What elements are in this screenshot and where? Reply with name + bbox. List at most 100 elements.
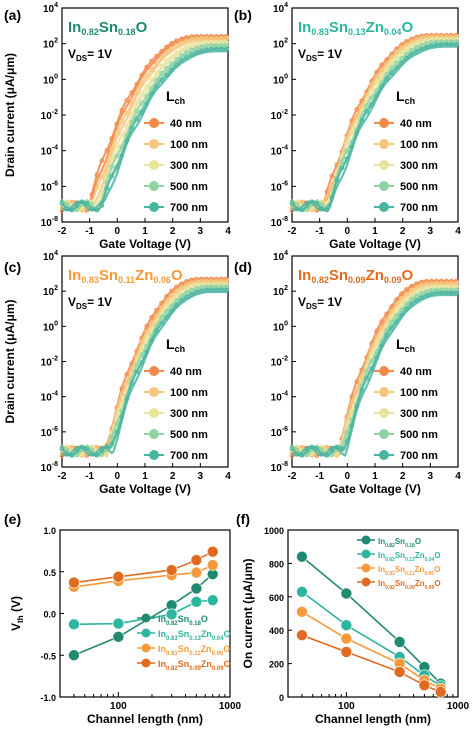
data-point <box>204 47 209 53</box>
y-tick-label: 10-2 <box>41 109 58 122</box>
data-point <box>418 679 431 692</box>
data-point <box>334 444 340 450</box>
data-point <box>354 113 360 119</box>
data-point <box>434 39 439 45</box>
data-point <box>114 165 120 170</box>
data-point <box>379 343 384 349</box>
data-point <box>104 148 110 153</box>
formula-subscript: 0.83 <box>311 27 329 37</box>
legend-marker <box>379 387 389 397</box>
data-point <box>149 315 154 320</box>
y-tick-base: 10 <box>271 463 283 474</box>
data-point <box>304 203 310 208</box>
data-point <box>419 279 424 285</box>
data-point <box>349 400 355 405</box>
data-point <box>444 284 449 289</box>
data-point <box>204 287 209 293</box>
y-tick-label: 800 <box>269 559 284 569</box>
data-point <box>384 328 389 333</box>
data-point <box>184 55 189 60</box>
vds-sub: DS <box>76 302 88 311</box>
data-point <box>206 559 219 571</box>
y-tick-exponent: 4 <box>54 2 58 9</box>
data-point <box>409 287 414 293</box>
data-point <box>344 430 350 435</box>
data-point <box>134 362 139 368</box>
formula-subscript: 0.83 <box>166 636 178 642</box>
formula-subscript: 0.18 <box>189 621 201 627</box>
data-point <box>384 61 389 67</box>
vds-v: V <box>298 295 306 309</box>
data-point <box>209 46 214 52</box>
data-point <box>206 545 219 558</box>
data-point <box>309 199 315 204</box>
legend-entry: In0.83Sn0.13Zn0.04O <box>158 629 231 642</box>
data-point <box>69 452 75 458</box>
legend-entry: 700 nm <box>170 202 208 214</box>
data-point <box>169 46 174 51</box>
data-point <box>374 69 379 75</box>
data-point <box>179 293 184 299</box>
data-point <box>319 451 325 457</box>
data-point <box>144 349 149 355</box>
data-point <box>314 446 320 452</box>
formula-subscript: 0.04 <box>425 557 435 563</box>
data-point <box>296 585 308 598</box>
legend-marker <box>379 450 389 460</box>
data-point <box>389 319 394 325</box>
data-point <box>394 65 399 71</box>
data-point <box>164 66 169 71</box>
data-point <box>289 199 295 204</box>
data-point <box>439 290 444 296</box>
data-point <box>159 305 164 310</box>
series-line <box>61 288 228 457</box>
legend-entry: 500 nm <box>400 429 438 441</box>
data-point <box>64 206 70 212</box>
formula-subscript: 0.82 <box>166 666 178 672</box>
data-point <box>404 291 409 297</box>
formula-element: Sn <box>178 659 190 669</box>
data-point <box>324 207 330 213</box>
data-point <box>339 446 345 452</box>
data-point <box>74 203 80 208</box>
x-tick-label: 4 <box>455 471 461 482</box>
legend-title-l: L <box>396 336 405 352</box>
y-tick-label: 10-8 <box>41 216 58 229</box>
data-point <box>379 325 384 331</box>
data-point <box>414 298 419 303</box>
legend-entry: 500 nm <box>170 429 208 441</box>
data-point <box>174 38 179 44</box>
data-point <box>369 101 374 107</box>
data-point <box>394 49 399 55</box>
legend-marker <box>379 139 389 149</box>
data-point <box>194 50 199 55</box>
y-tick-exponent: 4 <box>284 250 288 257</box>
y-axis-label: Drain current (μA/μm) <box>3 299 17 423</box>
data-point <box>296 606 308 618</box>
legend-entry: 100 nm <box>170 387 208 399</box>
data-point <box>344 422 350 427</box>
data-point <box>154 83 159 89</box>
x-axis-label: Gate Voltage (V) <box>99 482 191 496</box>
vds-value: = 1V <box>87 47 112 61</box>
legend-title: Lch <box>396 336 415 354</box>
data-point <box>349 123 355 128</box>
legend-marker <box>361 549 371 559</box>
legend-entry: In0.83Sn0.13Zn0.04O <box>378 551 441 563</box>
y-tick-label: 0.0 <box>43 610 56 620</box>
data-point <box>289 205 295 211</box>
data-point <box>159 310 164 315</box>
data-point <box>294 447 300 453</box>
data-point <box>59 199 65 204</box>
data-point <box>112 570 125 583</box>
y-tick-exponent: 0 <box>284 320 288 327</box>
formula-element: In <box>298 19 311 36</box>
data-point <box>289 450 295 456</box>
y-label-unit: (V) <box>9 596 23 615</box>
legend-entry: 300 nm <box>170 160 208 172</box>
formula-element: Sn <box>99 267 118 284</box>
data-point <box>349 423 355 428</box>
x-tick-label: 1 <box>372 471 378 482</box>
data-point <box>414 40 419 46</box>
data-point <box>174 62 179 68</box>
